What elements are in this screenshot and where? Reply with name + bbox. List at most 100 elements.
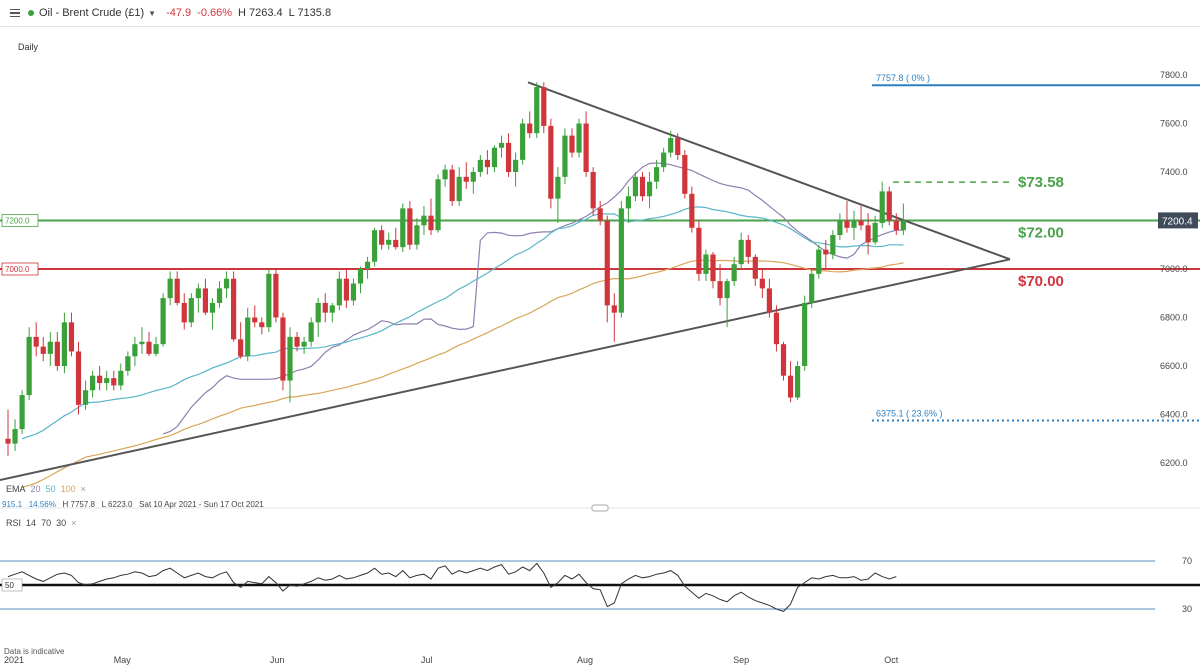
instrument-name[interactable]: Oil - Brent Crude (£1) <box>39 7 145 19</box>
candle-body <box>252 317 258 323</box>
chevron-down-icon[interactable]: ▼ <box>148 8 157 18</box>
ema-50-period: 50 <box>45 484 56 494</box>
candle-body <box>625 196 631 209</box>
range-high: H 7757.8 <box>62 500 95 509</box>
candle-body <box>5 438 11 444</box>
live-status-dot <box>28 10 34 16</box>
candle-body <box>646 181 653 197</box>
candle-body <box>238 339 244 357</box>
candle-body <box>343 278 349 301</box>
candle-body <box>414 225 420 245</box>
candle-body <box>357 269 364 284</box>
candle-body <box>139 341 145 345</box>
candle-body <box>795 366 801 398</box>
candle-body <box>82 390 89 405</box>
candle-body <box>125 356 131 371</box>
candle-body <box>153 344 159 354</box>
candle-body <box>104 378 110 383</box>
candle-body <box>675 138 681 156</box>
price-chart[interactable]: 7757.8 ( 0% ) 6375.1 ( 23.6% ) $73.58 $72.… <box>0 26 1200 672</box>
candle-body <box>823 249 829 255</box>
last-price-box <box>1158 212 1198 229</box>
price-change-percent: -0.66% <box>197 7 233 19</box>
time-axis: 2021 May Jun Jul Aug Sep Oct <box>4 655 899 665</box>
candle-body <box>181 302 187 323</box>
candle-body <box>75 351 82 405</box>
time-tick-1: May <box>114 655 132 665</box>
candle-body <box>830 235 836 255</box>
rsi-upper: 70 <box>41 518 52 528</box>
candle-body <box>442 169 448 180</box>
candle-body <box>428 215 434 231</box>
price-tick-2: 7400.0 <box>1160 167 1188 177</box>
candle-body <box>287 336 293 381</box>
period-label: Daily <box>18 42 39 52</box>
candle-body <box>886 191 892 221</box>
close-icon[interactable]: × <box>71 518 77 528</box>
candle-body <box>611 305 617 313</box>
candle-body <box>900 220 906 231</box>
level-labels: $73.58 $72.00 7200.0 $70.00 7000.0 <box>1 174 1064 290</box>
candle-body <box>167 278 173 299</box>
candle-body <box>780 344 787 376</box>
range-dates: Sat 10 Apr 2021 - Sun 17 Oct 2021 <box>139 500 264 509</box>
candle-body <box>12 429 18 444</box>
candle-body <box>40 346 46 354</box>
candle-body <box>738 239 744 265</box>
candle-body <box>618 208 624 313</box>
candle-body <box>379 230 385 245</box>
candle-body <box>322 302 328 313</box>
panel-resize-handle <box>591 504 609 512</box>
candle-body <box>188 298 194 323</box>
trendline-support <box>0 258 1011 481</box>
candle-body <box>858 220 864 226</box>
fibonacci-levels: 7757.8 ( 0% ) 6375.1 ( 23.6% ) <box>872 73 1200 422</box>
candle-body <box>696 227 702 274</box>
price-tick-0: 7800.0 <box>1160 70 1188 80</box>
level-label-1: $72.00 <box>1018 225 1064 242</box>
candle-body <box>477 159 483 172</box>
trendlines <box>0 81 1011 481</box>
candle-body <box>118 370 124 386</box>
time-tick-6: Oct <box>884 655 899 665</box>
ema-legend[interactable]: EMA 20 50 100 × <box>6 484 86 494</box>
candle-body <box>209 302 216 313</box>
session-high: H 7263.4 <box>238 7 283 19</box>
price-tick-1: 7600.0 <box>1160 119 1188 129</box>
candle-body <box>773 312 780 345</box>
candle-body <box>463 176 469 182</box>
candle-body <box>456 176 462 202</box>
price-axis: 7800.07600.07400.07200.07000.06800.06600… <box>1158 70 1198 468</box>
candle-body <box>61 322 67 366</box>
rsi-legend[interactable]: RSI 14 70 30 × <box>6 518 76 528</box>
price-tick-7: 6400.0 <box>1160 410 1188 420</box>
candle-body <box>731 264 737 282</box>
candle-body <box>837 220 843 236</box>
candle-body <box>294 336 300 347</box>
range-value: 915.1 <box>2 500 23 509</box>
rsi-lower: 30 <box>56 518 67 528</box>
range-percent: 14.56% <box>28 500 56 509</box>
candle-body <box>661 152 667 168</box>
candle-body <box>865 225 871 243</box>
candle-body <box>534 87 540 134</box>
candle-body <box>590 172 596 209</box>
candle-body <box>407 208 413 245</box>
candle-body <box>541 87 547 126</box>
close-icon[interactable]: × <box>80 484 86 494</box>
price-tick-6: 6600.0 <box>1160 361 1188 371</box>
hamburger-menu-icon[interactable] <box>10 7 20 20</box>
rsi-tick-50: 50 <box>5 581 14 590</box>
candle-body <box>174 278 180 303</box>
candle-body <box>505 142 512 172</box>
level-tag-2: 7000.0 <box>5 265 30 274</box>
candle-body <box>668 138 674 153</box>
candle-body <box>160 298 166 345</box>
rsi-period: 14 <box>26 518 37 528</box>
candle-body <box>562 135 568 177</box>
ema-20-line <box>162 162 904 435</box>
rsi-panel: 70 30 50 <box>0 556 1200 614</box>
candle-body <box>111 378 117 386</box>
fib-label-1: 6375.1 ( 23.6% ) <box>876 409 943 419</box>
candle-body <box>146 341 152 354</box>
